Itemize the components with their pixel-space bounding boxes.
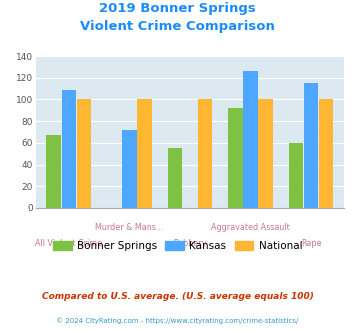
Bar (137, 99, 152, 208)
Bar (319, 99, 333, 208)
Bar (198, 99, 212, 208)
Text: Rape: Rape (301, 239, 321, 248)
Bar (289, 143, 303, 208)
Text: Violent Crime Comparison: Violent Crime Comparison (80, 20, 275, 33)
Text: Aggravated Assault: Aggravated Assault (211, 223, 290, 232)
Text: Robbery: Robbery (173, 239, 207, 248)
Bar (62, 90, 76, 208)
Text: Compared to U.S. average. (U.S. average equals 100): Compared to U.S. average. (U.S. average … (42, 292, 313, 301)
Bar (258, 99, 273, 208)
Bar (168, 148, 182, 208)
Bar (228, 108, 242, 208)
Bar (47, 135, 61, 208)
Bar (122, 130, 137, 208)
Text: Murder & Mans...: Murder & Mans... (95, 223, 164, 232)
Bar (77, 99, 91, 208)
Bar (243, 71, 258, 208)
Legend: Bonner Springs, Kansas, National: Bonner Springs, Kansas, National (49, 237, 306, 255)
Bar (304, 83, 318, 208)
Text: 2019 Bonner Springs: 2019 Bonner Springs (99, 2, 256, 15)
Text: © 2024 CityRating.com - https://www.cityrating.com/crime-statistics/: © 2024 CityRating.com - https://www.city… (56, 317, 299, 324)
Text: All Violent Crime: All Violent Crime (35, 239, 103, 248)
